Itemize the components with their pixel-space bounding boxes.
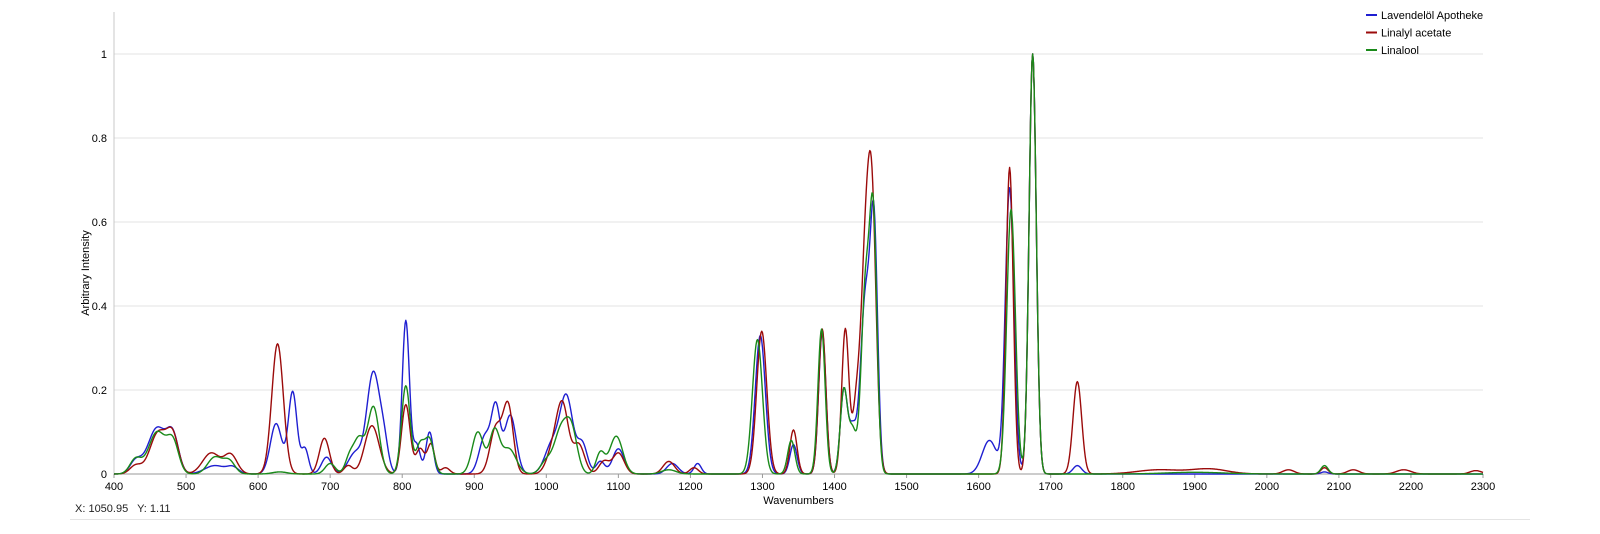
bottom-divider [70, 519, 1530, 520]
x-tick-label: 900 [465, 481, 483, 493]
cursor-coordinate-readout: X: 1050.95 Y: 1.11 [75, 503, 177, 515]
series-line-2[interactable] [113, 53, 1483, 475]
y-tick-label: 0 [101, 469, 107, 481]
x-tick-label: 1100 [607, 481, 631, 493]
x-tick-label: 1600 [966, 481, 990, 493]
x-tick-label: 2100 [1327, 481, 1351, 493]
x-tick-label: 1300 [750, 481, 774, 493]
legend[interactable]: Lavendelöl Apotheke Linalyl acetate Linalo… [1366, 10, 1483, 57]
x-tick-label: 500 [177, 481, 195, 493]
axes [113, 12, 1484, 478]
y-tick-label: 0.8 [92, 133, 107, 145]
y-tick-label: 1 [101, 49, 107, 61]
x-tick-label: 700 [321, 481, 339, 493]
x-tick-label: 1900 [1183, 481, 1207, 493]
series-line-1[interactable] [114, 53, 1484, 475]
legend-label[interactable]: Linalool [1381, 45, 1419, 57]
x-tick-label: 2000 [1255, 481, 1279, 493]
cursor-y-readout: Y: 1.11 [137, 503, 171, 515]
series-line-0[interactable] [113, 53, 1483, 475]
x-tick-label: 2300 [1471, 481, 1495, 493]
y-tick-label: 0.4 [92, 301, 107, 313]
legend-label[interactable]: Linalyl acetate [1381, 28, 1451, 40]
cursor-x-readout: X: 1050.95 [75, 503, 129, 515]
x-tick-label: 400 [105, 481, 123, 493]
legend-label[interactable]: Lavendelöl Apotheke [1381, 10, 1483, 22]
x-tick-label: 1500 [894, 481, 918, 493]
y-axis-title: Arbitrary Intensity [80, 230, 92, 316]
x-axis-title: Wavenumbers [763, 495, 834, 507]
x-tick-label: 800 [393, 481, 411, 493]
x-tick-label: 600 [249, 481, 267, 493]
x-tick-label: 1200 [678, 481, 702, 493]
gridlines [114, 53, 1483, 391]
x-tick-label: 1000 [534, 481, 558, 493]
series-lines[interactable] [113, 53, 1484, 475]
y-tick-label: 0.2 [92, 385, 107, 397]
x-tick-label: 1800 [1110, 481, 1134, 493]
y-tick-label: 0.6 [92, 217, 107, 229]
x-tick-label: 1400 [822, 481, 846, 493]
x-tick-label: 2200 [1399, 481, 1423, 493]
x-tick-label: 1700 [1038, 481, 1062, 493]
